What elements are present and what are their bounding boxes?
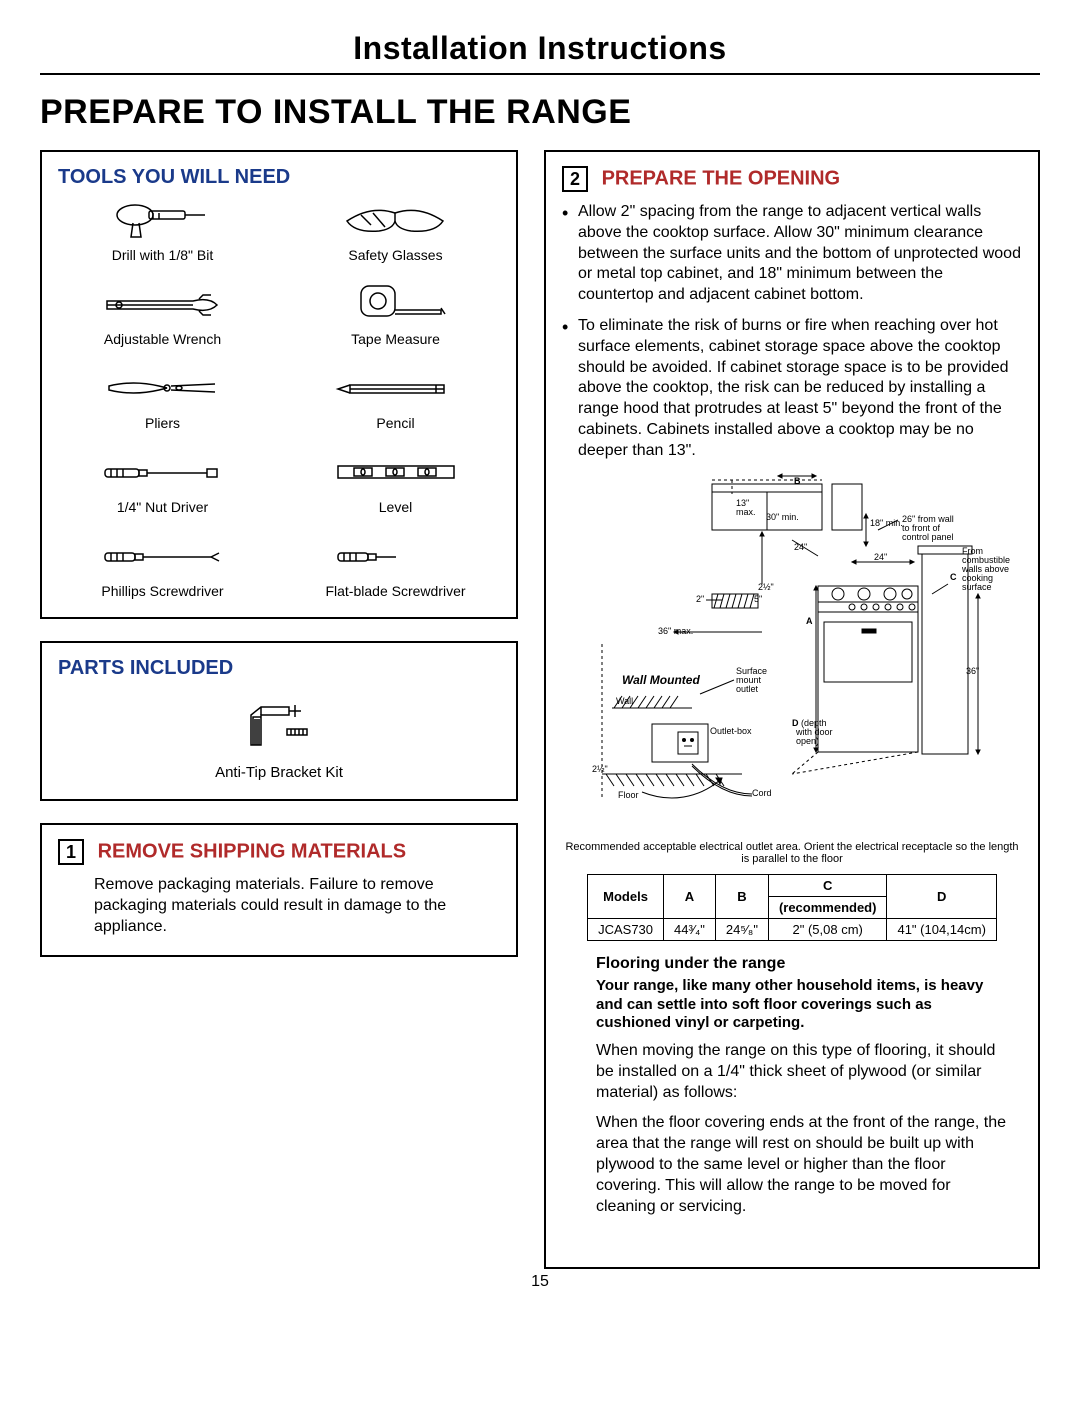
main-heading: PREPARE TO INSTALL THE RANGE xyxy=(40,93,1040,132)
parts-title: PARTS INCLUDED xyxy=(58,657,500,680)
page-number: 15 xyxy=(40,1273,1040,1291)
svg-text:Wall Mounted: Wall Mounted xyxy=(622,673,700,687)
parts-box: PARTS INCLUDED Anti-Tip Bracket Kit xyxy=(40,641,518,801)
th-c-top: C xyxy=(768,874,887,896)
step2-number: 2 xyxy=(562,166,588,192)
tool-nut-driver: 1/4" Nut Driver xyxy=(58,451,267,515)
clearance-diagram: 13" max. B 30" min. 18" min. xyxy=(562,474,1022,866)
svg-text:Floor: Floor xyxy=(618,790,639,800)
flatblade-icon xyxy=(291,535,500,579)
flooring-lead: Your range, like many other household it… xyxy=(596,977,1008,1033)
tool-drill: Drill with 1/8" Bit xyxy=(58,199,267,263)
title-rule xyxy=(40,73,1040,75)
svg-text:36" max.: 36" max. xyxy=(658,626,693,636)
safety-glasses-icon xyxy=(291,199,500,243)
tools-title: TOOLS YOU WILL NEED xyxy=(58,166,500,189)
svg-text:2½": 2½" xyxy=(592,764,608,774)
tools-grid: Drill with 1/8" Bit Safety Glasses Adjusta… xyxy=(58,199,500,599)
tools-box: TOOLS YOU WILL NEED Drill with 1/8" Bit S… xyxy=(40,150,518,619)
svg-text:surface: surface xyxy=(962,582,992,592)
th-d: D xyxy=(887,874,996,918)
tool-label: Pliers xyxy=(58,415,267,431)
th-b: B xyxy=(715,874,768,918)
svg-text:A: A xyxy=(806,616,813,626)
tool-label: Phillips Screwdriver xyxy=(58,583,267,599)
tool-label: Drill with 1/8" Bit xyxy=(58,247,267,263)
step1-number: 1 xyxy=(58,839,84,865)
step1-text: Remove packaging materials. Failure to r… xyxy=(58,875,500,937)
tool-wrench: Adjustable Wrench xyxy=(58,283,267,347)
tool-safety-glasses: Safety Glasses xyxy=(291,199,500,263)
dimensions-table: Models A B C D (recommended) JCAS730 44³… xyxy=(587,874,997,941)
parts-label: Anti-Tip Bracket Kit xyxy=(215,764,343,781)
svg-text:36": 36" xyxy=(966,666,979,676)
drill-icon xyxy=(58,199,267,243)
step2-bullet-1: Allow 2" spacing from the range to adjac… xyxy=(562,202,1022,306)
svg-text:Cord: Cord xyxy=(752,788,772,798)
pliers-icon xyxy=(58,367,267,411)
svg-text:18" min.: 18" min. xyxy=(870,518,903,528)
tool-label: Adjustable Wrench xyxy=(58,331,267,347)
svg-text:2½": 2½" xyxy=(758,582,774,592)
step2-box: 2 PREPARE THE OPENING Allow 2" spacing f… xyxy=(544,150,1040,1269)
svg-text:30" min.: 30" min. xyxy=(766,512,799,522)
td-model: JCAS730 xyxy=(588,918,664,940)
svg-text:open): open) xyxy=(796,736,819,746)
th-c-rec: (recommended) xyxy=(768,896,887,918)
level-icon xyxy=(291,451,500,495)
tool-flatblade: Flat-blade Screwdriver xyxy=(291,535,500,599)
td-c: 2" (5,08 cm) xyxy=(768,918,887,940)
flooring-p1: When moving the range on this type of fl… xyxy=(596,1041,1008,1103)
nut-driver-icon xyxy=(58,451,267,495)
tool-phillips: Phillips Screwdriver xyxy=(58,535,267,599)
flooring-p2: When the floor covering ends at the fron… xyxy=(596,1113,1008,1217)
svg-text:control panel: control panel xyxy=(902,532,954,542)
tool-pencil: Pencil xyxy=(291,367,500,431)
anti-tip-bracket-icon xyxy=(239,690,319,760)
flooring-heading: Flooring under the range xyxy=(596,955,1008,973)
wrench-icon xyxy=(58,283,267,327)
svg-text:Outlet-box: Outlet-box xyxy=(710,726,752,736)
td-d: 41" (104,14cm) xyxy=(887,918,996,940)
step1-title-row: 1 REMOVE SHIPPING MATERIALS xyxy=(58,839,500,865)
phillips-icon xyxy=(58,535,267,579)
tape-measure-icon xyxy=(291,283,500,327)
tool-label: Tape Measure xyxy=(291,331,500,347)
td-a: 44³⁄₄" xyxy=(664,918,716,940)
tool-label: Safety Glasses xyxy=(291,247,500,263)
svg-text:C: C xyxy=(950,572,957,582)
tool-label: Flat-blade Screwdriver xyxy=(291,583,500,599)
svg-text:2": 2" xyxy=(696,594,704,604)
th-models: Models xyxy=(588,874,664,918)
svg-text:outlet: outlet xyxy=(736,684,759,694)
pencil-icon xyxy=(291,367,500,411)
th-a: A xyxy=(664,874,716,918)
step2-title-row: 2 PREPARE THE OPENING xyxy=(562,166,1022,192)
step1-title: REMOVE SHIPPING MATERIALS xyxy=(98,840,407,862)
tool-tape-measure: Tape Measure xyxy=(291,283,500,347)
tool-level: Level xyxy=(291,451,500,515)
tool-label: Level xyxy=(291,499,500,515)
svg-text:24": 24" xyxy=(874,552,887,562)
svg-text:max.: max. xyxy=(736,507,756,517)
svg-text:B: B xyxy=(794,476,801,486)
page-title: Installation Instructions xyxy=(40,30,1040,67)
step2-bullets: Allow 2" spacing from the range to adjac… xyxy=(562,202,1022,462)
svg-text:24": 24" xyxy=(794,542,807,552)
diagram-caption: Recommended acceptable electrical outlet… xyxy=(562,841,1022,866)
tool-label: 1/4" Nut Driver xyxy=(58,499,267,515)
tool-pliers: Pliers xyxy=(58,367,267,431)
step1-box: 1 REMOVE SHIPPING MATERIALS Remove packa… xyxy=(40,823,518,957)
td-b: 24⁵⁄₈" xyxy=(715,918,768,940)
step2-bullet-2: To eliminate the risk of burns or fire w… xyxy=(562,316,1022,462)
step2-title: PREPARE THE OPENING xyxy=(602,167,841,189)
tool-label: Pencil xyxy=(291,415,500,431)
